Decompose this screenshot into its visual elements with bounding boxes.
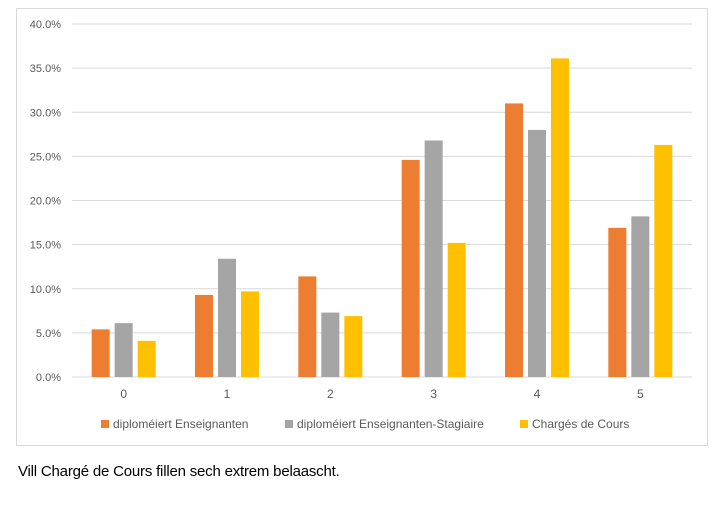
bar <box>137 340 156 377</box>
legend-swatch <box>520 420 528 428</box>
y-tick-label: 40.0% <box>30 19 61 31</box>
x-tick-label: 5 <box>637 387 644 401</box>
y-tick-label: 25.0% <box>30 151 61 163</box>
y-tick-label: 5.0% <box>36 328 61 340</box>
bar <box>321 312 340 377</box>
x-tick-label: 3 <box>430 387 437 401</box>
bar <box>218 258 236 377</box>
y-tick-label: 15.0% <box>30 240 61 252</box>
bar <box>298 276 317 377</box>
bar <box>424 140 443 377</box>
x-tick-label: 0 <box>120 387 127 401</box>
bar <box>528 129 546 377</box>
bar <box>447 242 466 377</box>
y-tick-label: 20.0% <box>30 196 61 208</box>
bar <box>505 103 523 378</box>
y-tick-label: 30.0% <box>30 107 61 119</box>
bar <box>91 329 110 377</box>
x-tick-label: 4 <box>534 387 541 401</box>
chart-caption: Vill Chargé de Cours fillen sech extrem … <box>18 463 340 480</box>
y-tick-label: 10.0% <box>30 284 61 296</box>
legend-swatch <box>101 420 109 428</box>
bar-chart: 0.0%5.0%10.0%15.0%20.0%25.0%30.0%35.0%40… <box>30 19 692 431</box>
legend-label: diploméiert Enseignanten <box>113 417 248 431</box>
bar <box>551 58 569 377</box>
y-tick-label: 35.0% <box>30 63 61 75</box>
bar <box>608 227 627 377</box>
bar <box>241 291 259 377</box>
y-tick-label: 0.0% <box>36 372 61 384</box>
legend-label: Chargés de Cours <box>532 417 629 431</box>
x-tick-label: 2 <box>327 387 334 401</box>
legend-swatch <box>285 420 293 428</box>
bar <box>344 316 363 377</box>
bar <box>195 294 213 377</box>
bar <box>114 323 133 377</box>
legend-label: diploméiert Enseignanten-Stagiaire <box>297 417 484 431</box>
bar <box>401 159 420 377</box>
x-tick-label: 1 <box>224 387 231 401</box>
bar <box>654 144 673 377</box>
bar <box>631 216 650 377</box>
